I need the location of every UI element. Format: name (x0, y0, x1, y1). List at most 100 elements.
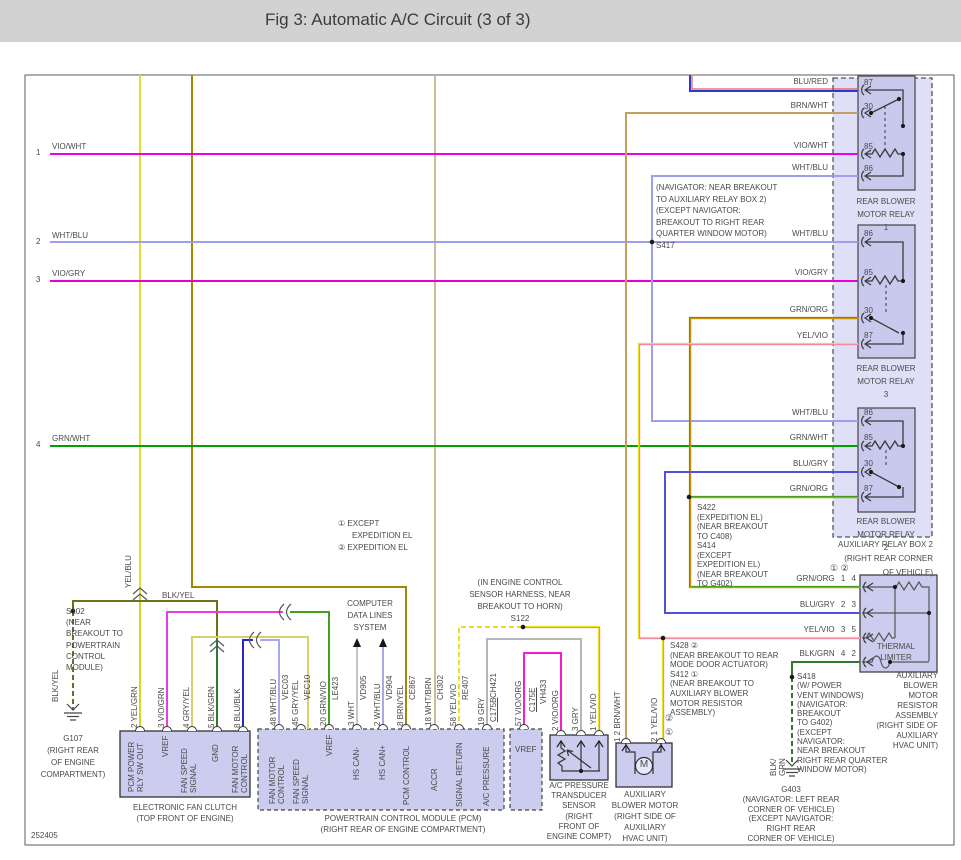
relay2-pin-30: 30 (864, 459, 873, 468)
pcm-connector-c175b: C175B (489, 697, 498, 722)
feed-wire-3-number: 3 (36, 275, 41, 284)
transducer-pin-1: 1 YEL/VIO (589, 693, 598, 731)
pcm-circuit-le423: LE423 (331, 676, 340, 700)
computer-data-lines-label: COMPUTER DATA LINES SYSTEM (347, 599, 393, 632)
fan-clutch-func-4: GND (211, 744, 220, 762)
splice-s122-note: (IN ENGINE CONTROL SENSOR HARNESS, NEAR … (469, 578, 571, 623)
resistor-assembly-label: AUXILIARY BLOWER MOTOR RESISTOR ASSEMBLY… (876, 671, 938, 750)
pcm-pin-18: 18 WHT/BRN (424, 677, 433, 726)
pcm-pin-48: 48 WHT/BLU (269, 678, 278, 726)
wire-label-blu-gry: BLU/GRY (793, 459, 828, 468)
diagram-border (24, 74, 955, 846)
feed-wire-4-number: 4 (36, 440, 41, 449)
legend-line-1: ① EXCEPT (338, 519, 380, 528)
blk-yel-vert-label: BLK/YEL (51, 669, 60, 702)
fan-clutch-name: ELECTRONIC FAN CLUTCH (TOP FRONT OF ENGI… (132, 803, 237, 823)
blk-grn-vert-label: BLK/ GRN (769, 758, 787, 776)
relay3-pin-85: 85 (864, 268, 873, 277)
pcm-circuit-vd904: VD904 (385, 675, 394, 700)
fan-clutch-pin-8: 8 BLU/BLK (233, 688, 242, 728)
aux-motor-name: AUXILIARY BLOWER MOTOR (RIGHT SIDE OF AU… (611, 790, 679, 843)
wire-label-yel-vio: YEL/VIO (796, 331, 828, 340)
pcm-circuit-vh433: VH433 (539, 679, 548, 704)
thermal-pin-2-3: BLU/GRY 2 3 (799, 600, 856, 609)
feed-wire-2-number: 2 (36, 237, 41, 246)
yel-blu-vert-label: YEL/BLU (124, 555, 133, 588)
splice-dots (70, 96, 932, 774)
thermal-variant-marks: ① ② (830, 563, 849, 573)
pcm-func-pcm-control: PCM CONTROL (402, 745, 411, 805)
splice-s422-note: S422 (EXPEDITION EL) (NEAR BREAKOUT TO C… (697, 503, 769, 588)
wire-label-grn-org-1: GRN/ORG (789, 305, 828, 314)
wire-label-brn-wht: BRN/WHT (790, 101, 828, 110)
pcm-circuit-vec03: VEC03 (281, 674, 290, 700)
wire-label-wht-blu-3: WHT/BLU (792, 408, 828, 417)
wire-label-grn-org-2: GRN/ORG (789, 484, 828, 493)
transducer-pin-2: 2 VIO/ORG (551, 690, 560, 731)
pcm-func-hs-can-plus: HS CAN+ (378, 745, 387, 780)
relay3-pin-87: 87 (864, 331, 873, 340)
fan-clutch-func-5: FAN MOTOR CONTROL (231, 745, 249, 793)
relay-internals (866, 89, 904, 498)
relay1-pin-86: 86 (864, 164, 873, 173)
blk-yel-horiz-label: BLK/YEL (162, 591, 195, 600)
aux-relay-box-name: AUXILIARY RELAY BOX 2 (RIGHT REAR CORNER… (837, 540, 933, 577)
aux-motor-pin-yel-vio: 2 1 YEL/VIO (650, 697, 659, 742)
thermal-limiter-name: THERMAL LIMITER (876, 642, 916, 662)
relay3-pin-30: 30 (864, 306, 873, 315)
relay2-pin-85: 85 (864, 433, 873, 442)
pcm-pin-2: 2 WHT/BLU (373, 683, 382, 726)
relay1-name: REAR BLOWER MOTOR RELAY 1 (856, 197, 916, 232)
relay2-pin-86: 86 (864, 408, 873, 417)
wire-label-blu-red: BLU/RED (793, 77, 828, 86)
feed-wire-1-number: 1 (36, 148, 41, 157)
wire-label-wht-blu-1: WHT/BLU (792, 163, 828, 172)
feed-wire-3-label: VIO/GRY (52, 269, 86, 278)
fan-clutch-func-1: PCM POWER RLY SW OUT (127, 741, 145, 792)
fan-clutch-pin-2: 2 YEL/GRN (130, 686, 139, 728)
feed-wire-1-label: VIO/WHT (52, 142, 87, 151)
thermal-pin-3-5: YEL/VIO 3 5 (803, 625, 856, 634)
pcm-pin-3: 3 WHT (347, 701, 356, 726)
ground-g403-note: G403 (NAVIGATOR: LEFT REAR CORNER OF VEH… (742, 785, 840, 843)
transducer-internals (556, 741, 600, 772)
pcm-pin-45: 45 GRY/YEL (291, 680, 300, 726)
page-title: Fig 3: Automatic A/C Circuit (3 of 3) (265, 10, 531, 29)
relay3-name: REAR BLOWER MOTOR RELAY 3 (856, 364, 916, 399)
relay1-pin-30: 30 (864, 102, 873, 111)
title-bar: Fig 3: Automatic A/C Circuit (3 of 3) (0, 0, 961, 42)
fan-clutch-func-2: VREF (161, 735, 170, 757)
transducer-name: A/C PRESSURE TRANSDUCER SENSOR (RIGHT FR… (546, 781, 612, 842)
diagram-number: 252405 (31, 831, 58, 840)
pcm-circuit-ch302: CH302 (436, 675, 445, 700)
pcm-pin-19: 19 GRY (477, 697, 486, 726)
thermal-pin-1-4: GRN/ORG 1 4 (796, 574, 856, 583)
aux-motor-variant-mark-1: ① (665, 727, 674, 737)
pcm-func-signal-return: SIGNAL RETURN (455, 742, 464, 807)
pcm-func-fan-speed-signal: FAN SPEED SIGNAL (292, 759, 310, 804)
fan-clutch-pin-3: 3 VIO/GRN (157, 687, 166, 728)
fan-clutch-pin-4: 4 GRY/YEL (182, 686, 191, 728)
relay2-name: REAR BLOWER MOTOR RELAY 2 (856, 517, 916, 552)
transducer-pin-3: 3 GRY (571, 707, 580, 731)
relay1-pin-87: 87 (864, 78, 873, 87)
fan-clutch-pin-5: 5 BLK/GRN (207, 686, 216, 728)
pcm-connector-c175e: C175E (528, 687, 537, 712)
wire-label-wht-blu-2: WHT/BLU (792, 229, 828, 238)
relay3-pin-86: 86 (864, 229, 873, 238)
pcm-func-hs-can-minus: HS CAN- (352, 747, 361, 780)
pcm-func-vref: VREF (325, 734, 334, 756)
pcm-circuit-vec10: VEC10 (303, 674, 312, 700)
splice-s102-note: S102 (NEAR BREAKOUT TO POWERTRAIN CONTRO… (66, 607, 123, 673)
motor-symbol: M (639, 759, 649, 770)
thermal-pin-4-2: BLK/GRN 4 2 (799, 649, 856, 658)
pcm-name: POWERTRAIN CONTROL MODULE (PCM) (RIGHT R… (320, 814, 486, 834)
pcm-pin-20: 20 GRN/VIO (319, 681, 328, 726)
wire-label-vio-gry: VIO/GRY (794, 268, 828, 277)
motor-internals (625, 743, 662, 776)
pcm-func-ac-pressure: A/C PRESSURE (482, 746, 491, 806)
pcm-vref-box-label: VREF (515, 745, 537, 754)
wire-label-grn-wht: GRN/WHT (789, 433, 828, 442)
legend-line-3: ② EXPEDITION EL (338, 543, 408, 552)
